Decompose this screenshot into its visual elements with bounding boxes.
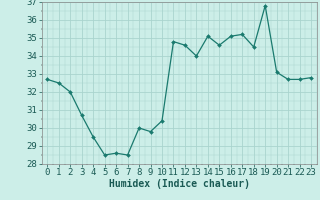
X-axis label: Humidex (Indice chaleur): Humidex (Indice chaleur) [109,179,250,189]
